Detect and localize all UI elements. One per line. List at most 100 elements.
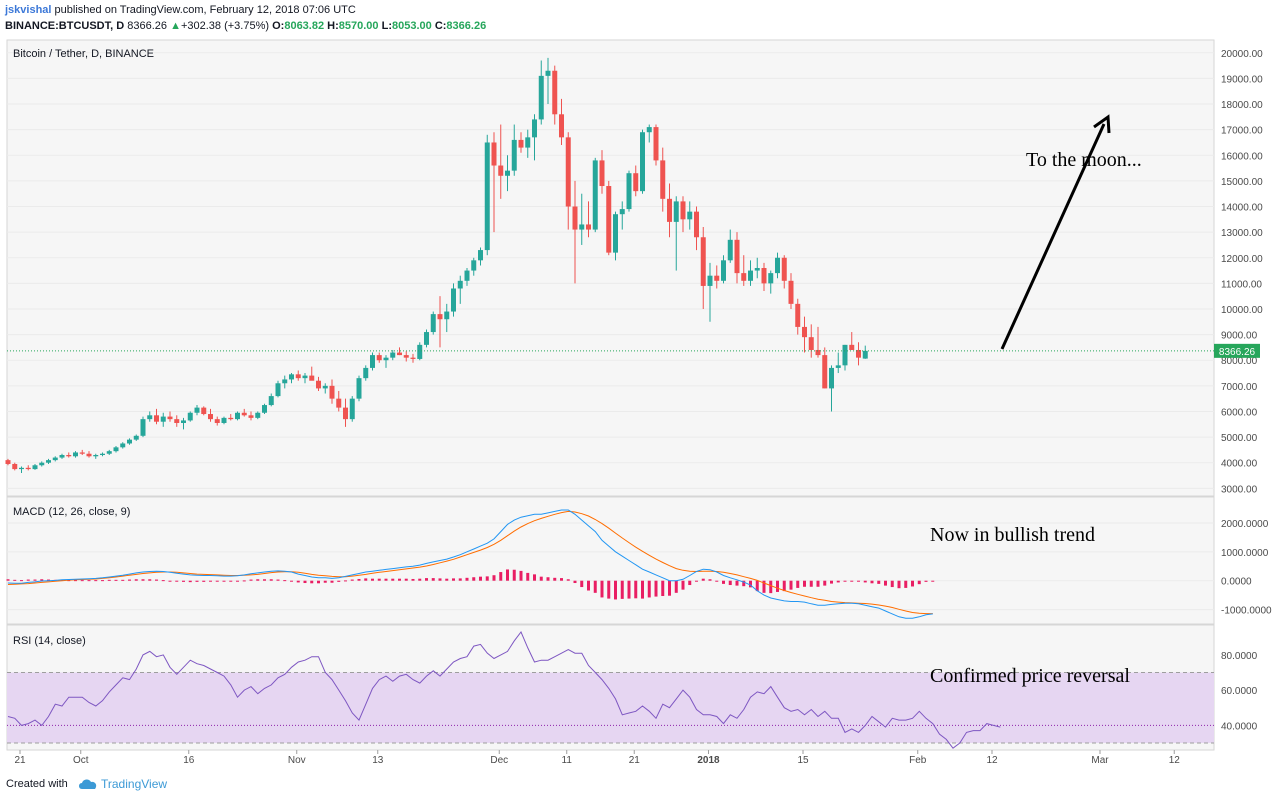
macd-histogram-bar (701, 578, 705, 581)
rsi-pane[interactable]: 80.0000 60.0000 40.0000 RSI (14, close) Co… (6, 624, 1258, 751)
macd-histogram-bar (242, 580, 246, 582)
candle-body (626, 173, 632, 210)
candle-body (565, 137, 571, 207)
macd-histogram-bar (87, 580, 91, 582)
macd-histogram-bar (688, 580, 692, 586)
price-tick-label: 15000.00 (1221, 177, 1263, 188)
close-value: 8366.26 (446, 20, 487, 32)
candle-body (268, 396, 274, 406)
macd-histogram-bar (546, 577, 550, 581)
candle-body (464, 270, 470, 281)
time-tick-label: Oct (73, 755, 89, 766)
candle-body (46, 460, 51, 463)
macd-histogram-bar (148, 579, 152, 581)
tradingview-logo[interactable]: TradingView (78, 777, 167, 791)
macd-histogram-bar (917, 580, 921, 585)
candle-body (606, 186, 612, 253)
candle-body (424, 332, 429, 345)
macd-pane[interactable]: 2000.0000 1000.0000 0.0000 -1000.0000 MACD … (6, 496, 1273, 625)
candle-body (592, 160, 598, 230)
candle-body (12, 463, 18, 470)
candle-body (849, 344, 855, 350)
macd-histogram-bar (627, 580, 631, 599)
macd-histogram-bar (708, 579, 712, 581)
time-tick-label: 11 (562, 755, 573, 766)
candle-body (174, 419, 180, 423)
macd-histogram-bar (67, 580, 71, 582)
price-tick-label: 12000.00 (1221, 254, 1263, 265)
time-tick-label: 2018 (697, 755, 720, 766)
macd-histogram-bar (182, 580, 185, 582)
macd-histogram-bar (364, 578, 368, 581)
candle-body (52, 457, 58, 461)
candle-body (775, 257, 780, 274)
macd-histogram-bar (931, 580, 935, 582)
candle-body (856, 349, 861, 358)
price-tick-label: 14000.00 (1221, 203, 1263, 214)
author-link[interactable]: jskvishal (5, 4, 52, 16)
time-axis: 21 Oct 16 Nov 13 Dec 11 21 2018 15 Feb 12 Mar 12 (14, 750, 1180, 766)
candle-body (444, 311, 450, 320)
candle-body (613, 214, 618, 253)
footer: Created with TradingView (0, 770, 1280, 800)
macd-histogram-bar (458, 578, 462, 581)
moon-arrow (1000, 114, 1111, 350)
candle-body (727, 239, 733, 261)
macd-histogram-bar (789, 580, 793, 590)
price-tick-label: 17000.00 (1221, 126, 1263, 137)
candle-body (19, 467, 24, 470)
candle-body (356, 378, 362, 399)
macd-histogram-bar (141, 579, 145, 581)
open-value: 8063.82 (284, 20, 325, 32)
price-pane[interactable]: 20000.00 19000.00 18000.00 17000.00 16000.00… (5, 39, 1264, 497)
time-tick-label: 21 (629, 755, 641, 766)
macd-histogram-bar (796, 580, 800, 588)
macd-histogram-bar (755, 580, 759, 592)
candle-body (376, 355, 382, 361)
macd-histogram-bar (398, 578, 401, 581)
macd-histogram-bar (33, 579, 37, 581)
candle-body (255, 412, 261, 418)
macd-histogram-bar (749, 580, 752, 588)
last-price-value: 8366.26 (127, 20, 167, 32)
candle-body (343, 407, 348, 420)
candle-body (768, 273, 774, 284)
macd-histogram-bar (350, 579, 354, 581)
candle-body (532, 119, 537, 138)
macd-histogram-bar (425, 578, 428, 581)
candle-body (25, 467, 31, 470)
candle-body (572, 206, 578, 230)
candle-body (478, 250, 483, 261)
candle-body (336, 398, 342, 408)
candle-body (73, 452, 78, 457)
candle-body (822, 355, 828, 389)
candle-body (694, 211, 699, 238)
macd-histogram-bar (337, 580, 341, 582)
candle-body (167, 416, 173, 420)
candle-body (498, 165, 504, 176)
macd-histogram-bar (843, 580, 847, 582)
macd-histogram-bar (269, 579, 273, 581)
candle-body (194, 407, 200, 413)
price-pane-frame (6, 39, 1215, 497)
macd-histogram-bar (472, 577, 476, 581)
moon-annotation: To the moon... (1026, 149, 1142, 171)
published-text: published on TradingView.com, February 1… (54, 4, 356, 16)
candle-body (262, 405, 267, 413)
candle-body (214, 419, 220, 423)
time-tick-label: 21 (14, 755, 26, 766)
candle-body (559, 114, 564, 138)
macd-histogram-bar (452, 578, 455, 581)
candle-body (316, 380, 321, 389)
candle-body (113, 447, 119, 452)
time-tick-label: 12 (986, 755, 998, 766)
macd-histogram-bar (715, 580, 719, 582)
rsi-y-axis: 80.0000 60.0000 40.0000 (1221, 651, 1258, 732)
macd-histogram-bar (890, 580, 894, 588)
candle-body (235, 412, 240, 420)
rsi-tick-label: 80.0000 (1221, 651, 1258, 662)
macd-histogram-bar (155, 579, 158, 581)
up-triangle-icon: ▲ (170, 20, 181, 32)
macd-histogram-bar (47, 579, 50, 581)
